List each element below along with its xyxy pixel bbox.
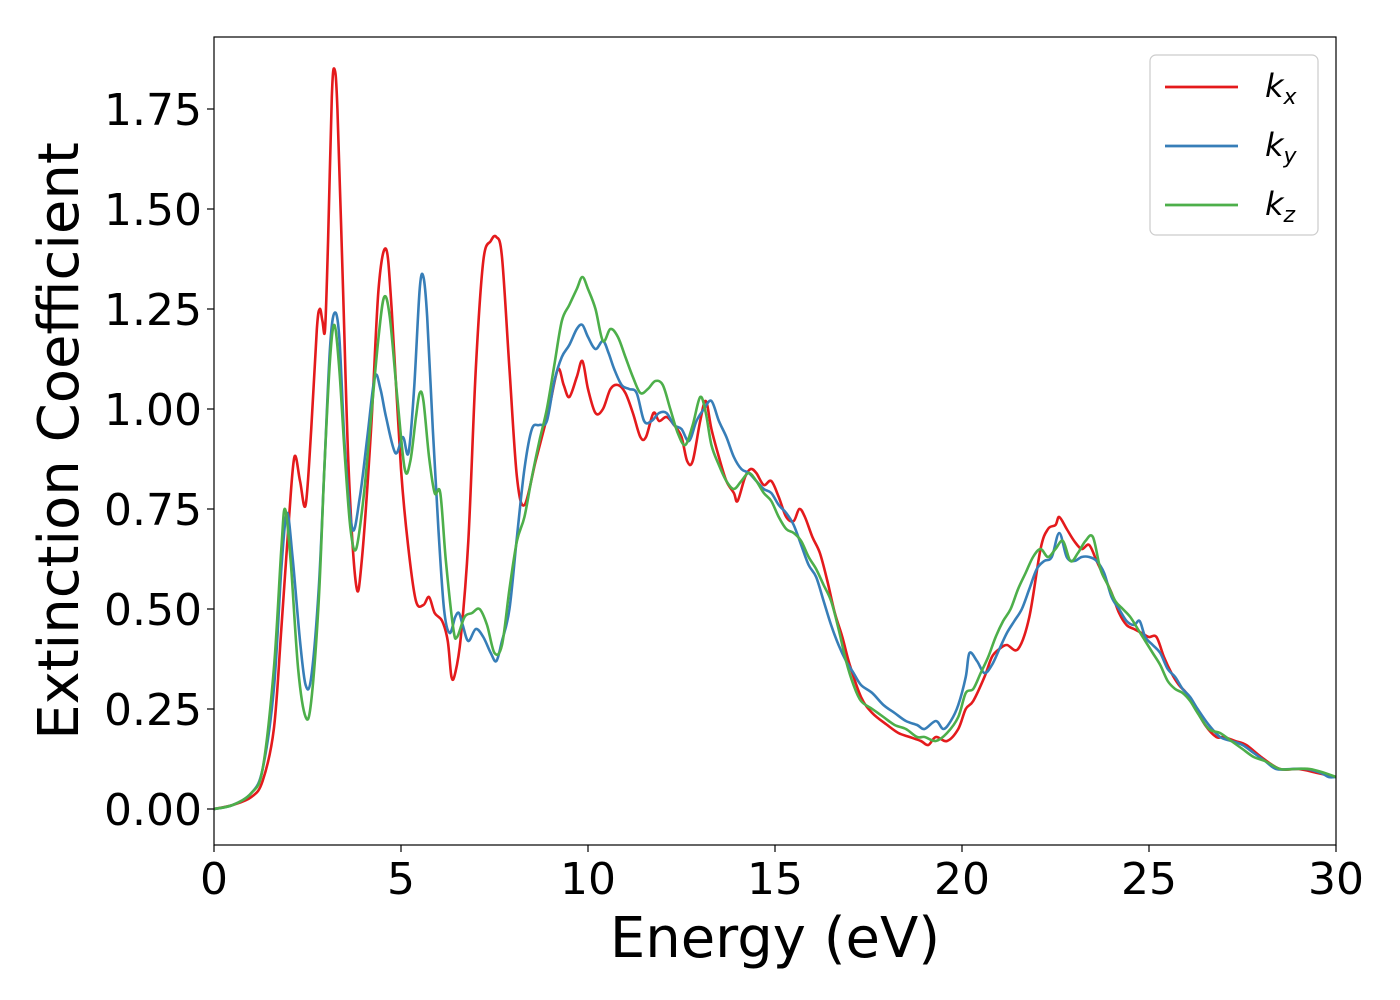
y-tick-label: 0.75 bbox=[104, 485, 202, 536]
y-tick-label: 1.50 bbox=[104, 185, 202, 236]
y-tick-label: 0.00 bbox=[104, 785, 202, 836]
legend-label-kz: kz bbox=[1265, 185, 1296, 228]
y-tick-label: 1.25 bbox=[104, 285, 202, 336]
x-tick-label: 5 bbox=[387, 854, 415, 905]
x-tick-label: 15 bbox=[747, 854, 803, 905]
x-tick-label: 0 bbox=[200, 854, 228, 905]
y-tick-label: 1.75 bbox=[104, 85, 202, 136]
x-tick-label: 25 bbox=[1121, 854, 1177, 905]
x-axis-title: Energy (eV) bbox=[610, 906, 940, 971]
x-axis: 0 5 10 15 20 25 30 bbox=[200, 845, 1364, 905]
y-tick-label: 0.50 bbox=[104, 585, 202, 636]
x-tick-label: 20 bbox=[934, 854, 990, 905]
x-tick-label: 30 bbox=[1308, 854, 1364, 905]
series-line-ky bbox=[214, 272, 1336, 811]
legend-label-kx: kx bbox=[1265, 67, 1298, 110]
series-line-kz bbox=[214, 275, 1336, 811]
x-tick-label: 10 bbox=[560, 854, 616, 905]
y-tick-label: 1.00 bbox=[104, 385, 202, 436]
y-axis: 0.00 0.25 0.50 0.75 1.00 1.25 1.50 1.75 bbox=[104, 85, 214, 836]
series-layer bbox=[214, 67, 1336, 811]
legend-label-ky: ky bbox=[1265, 126, 1298, 169]
y-tick-label: 0.25 bbox=[104, 685, 202, 736]
legend: kx ky kz bbox=[1149, 54, 1319, 236]
y-axis-title: Extinction Coefficient bbox=[27, 142, 92, 740]
